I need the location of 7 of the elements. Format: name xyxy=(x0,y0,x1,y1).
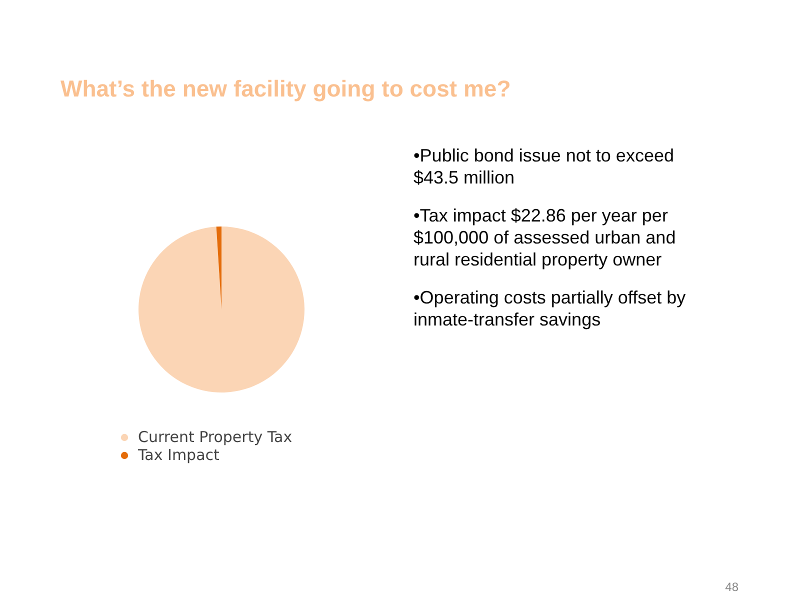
text: 48 xyxy=(725,580,739,594)
text: •Public bond issue not to exceed $43.5 million xyxy=(414,146,674,188)
chart-title: What’s the new facility going to cost me? xyxy=(60,76,511,102)
text: •Tax impact $22.86 per year per $100,000 of assessed urban and rural residential property owner xyxy=(414,206,676,270)
legend-label: Current Property Tax xyxy=(138,428,292,446)
legend-label: Tax Impact xyxy=(138,446,220,464)
text: •Operating costs partially offset by inmate-transfer savings xyxy=(414,288,686,330)
